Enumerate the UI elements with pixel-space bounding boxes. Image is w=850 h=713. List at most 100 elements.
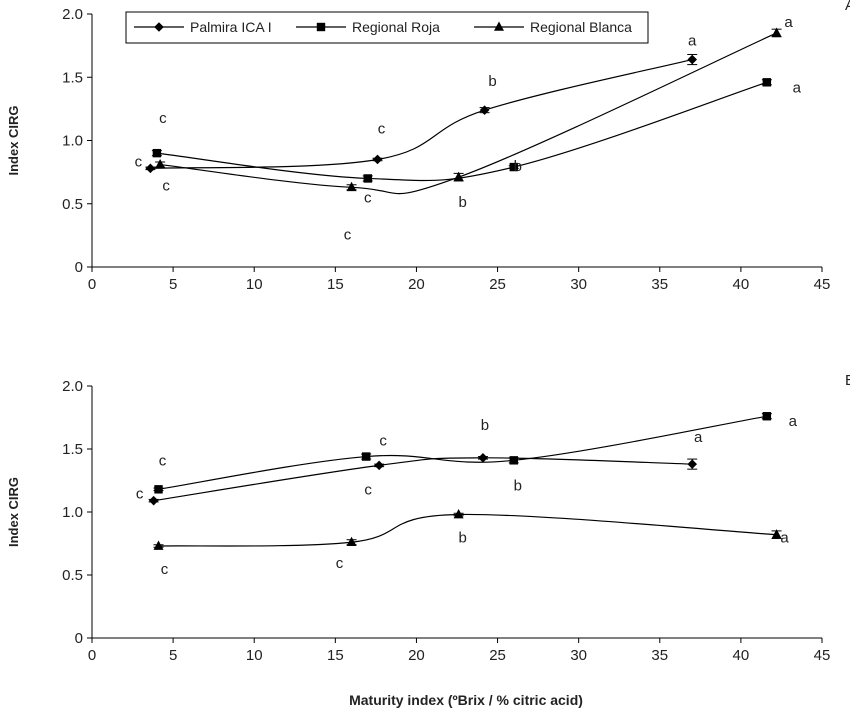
data-point: [509, 162, 518, 172]
x-tick-label: 35: [651, 276, 668, 293]
x-tick-label: 45: [814, 276, 831, 293]
legend: Palmira ICA I Regional Roja Regional Blanc…: [125, 11, 649, 44]
significance-label: a: [784, 14, 793, 31]
y-tick-label: 0: [75, 259, 83, 276]
y-tick-label: 1.0: [62, 504, 83, 521]
x-tick-label: 10: [246, 276, 263, 293]
significance-label: b: [458, 194, 466, 211]
data-point: [478, 453, 488, 463]
legend-box: [125, 11, 649, 44]
series-regional-blanca: c c b a: [155, 14, 793, 243]
legend-label: Palmira ICA I: [190, 19, 272, 35]
y-tick-label: 0.5: [62, 196, 83, 213]
significance-label: a: [688, 33, 697, 50]
significance-label: c: [379, 432, 387, 449]
significance-label: c: [162, 178, 170, 195]
y-tick-label: 2.0: [62, 6, 83, 23]
significance-label: a: [793, 79, 802, 96]
x-tick-label: 15: [327, 647, 344, 664]
data-point: [346, 536, 357, 547]
legend-label: Regional Blanca: [530, 19, 632, 35]
chart-panels: 0 5 10 15 20 25 30 35 40 45 0 0.5 1.0 1.5 2.0 Index CIR…: [6, 0, 850, 664]
significance-label: c: [364, 189, 372, 206]
data-point: [771, 27, 782, 37]
legend-marker: [316, 22, 326, 32]
y-tick-label: 1.5: [62, 69, 83, 86]
series-palmira-ica-i: c c b a: [135, 33, 698, 174]
data-point: [154, 485, 163, 494]
significance-label: b: [488, 73, 496, 90]
y-tick-label: 1.0: [62, 133, 83, 150]
significance-label: b: [458, 530, 466, 547]
significance-label: a: [780, 530, 789, 547]
legend-marker: [154, 22, 164, 32]
chart-panel-top: 0 5 10 15 20 25 30 35 40 45 0 0.5 1.0 1.5 2.0 Index CIR…: [6, 6, 830, 293]
data-point: [687, 459, 698, 469]
chart-panel-bottom: 0 5 10 15 20 25 30 35 40 45 0 0.5 1.0 1.5 2.0 Index CIR…: [6, 378, 830, 664]
x-tick-label: 25: [489, 647, 506, 664]
panel-letter: A: [845, 0, 850, 14]
legend-label: Regional Roja: [352, 19, 440, 35]
data-point: [363, 174, 372, 183]
x-tick-label: 5: [169, 647, 177, 664]
x-tick-label: 5: [169, 276, 177, 293]
significance-label: c: [344, 226, 352, 243]
data-point: [479, 105, 490, 115]
data-point: [509, 456, 518, 465]
x-tick-label: 20: [408, 647, 425, 664]
x-tick-label: 25: [489, 276, 506, 293]
y-axis-label: Index CIRG: [6, 105, 21, 175]
y-tick-label: 0: [75, 630, 83, 647]
data-point: [762, 78, 772, 87]
data-point: [453, 509, 464, 519]
significance-label: c: [336, 555, 344, 572]
x-tick-label: 45: [814, 647, 831, 664]
data-point: [153, 540, 164, 550]
x-tick-label: 20: [408, 276, 425, 293]
panel-letter: B: [845, 372, 850, 389]
series-regional-roja: c c b a: [153, 412, 798, 499]
data-point: [346, 181, 357, 192]
significance-label: c: [136, 486, 144, 503]
x-tick-label: 35: [651, 647, 668, 664]
significance-label: c: [159, 110, 167, 127]
x-axis-label: Maturity index (ºBrix / % citric acid): [349, 692, 583, 708]
legend-marker: [494, 21, 504, 31]
x-tick-label: 30: [570, 647, 587, 664]
x-tick-label: 15: [327, 276, 344, 293]
y-tick-label: 1.5: [62, 441, 83, 458]
data-point: [771, 529, 782, 539]
series-line: [150, 58, 693, 169]
data-point: [145, 163, 156, 174]
data-point: [762, 412, 772, 421]
data-point: [155, 159, 166, 169]
y-tick-label: 2.0: [62, 378, 83, 395]
x-tick-label: 30: [570, 276, 587, 293]
significance-label: b: [514, 158, 522, 175]
data-point: [453, 171, 464, 181]
series-line: [160, 32, 777, 195]
series-line: [158, 415, 767, 490]
x-tick-label: 0: [88, 647, 96, 664]
x-tick-label: 0: [88, 276, 96, 293]
significance-label: c: [159, 452, 167, 469]
series-line: [153, 457, 693, 502]
data-point: [361, 452, 371, 461]
series-regional-roja: c c b a: [151, 78, 802, 206]
x-tick-label: 10: [246, 647, 263, 664]
data-point: [152, 148, 162, 158]
series-regional-blanca: c c b a: [153, 509, 789, 578]
significance-label: c: [378, 120, 386, 137]
significance-label: b: [514, 477, 522, 494]
significance-label: a: [789, 413, 798, 430]
significance-label: c: [135, 153, 143, 170]
x-tick-label: 40: [733, 276, 750, 293]
series-line: [156, 81, 768, 182]
significance-label: c: [364, 482, 372, 499]
data-point: [374, 460, 384, 471]
y-axis-label: Index CIRG: [6, 477, 21, 547]
series-line: [158, 513, 777, 547]
significance-label: a: [694, 429, 703, 446]
